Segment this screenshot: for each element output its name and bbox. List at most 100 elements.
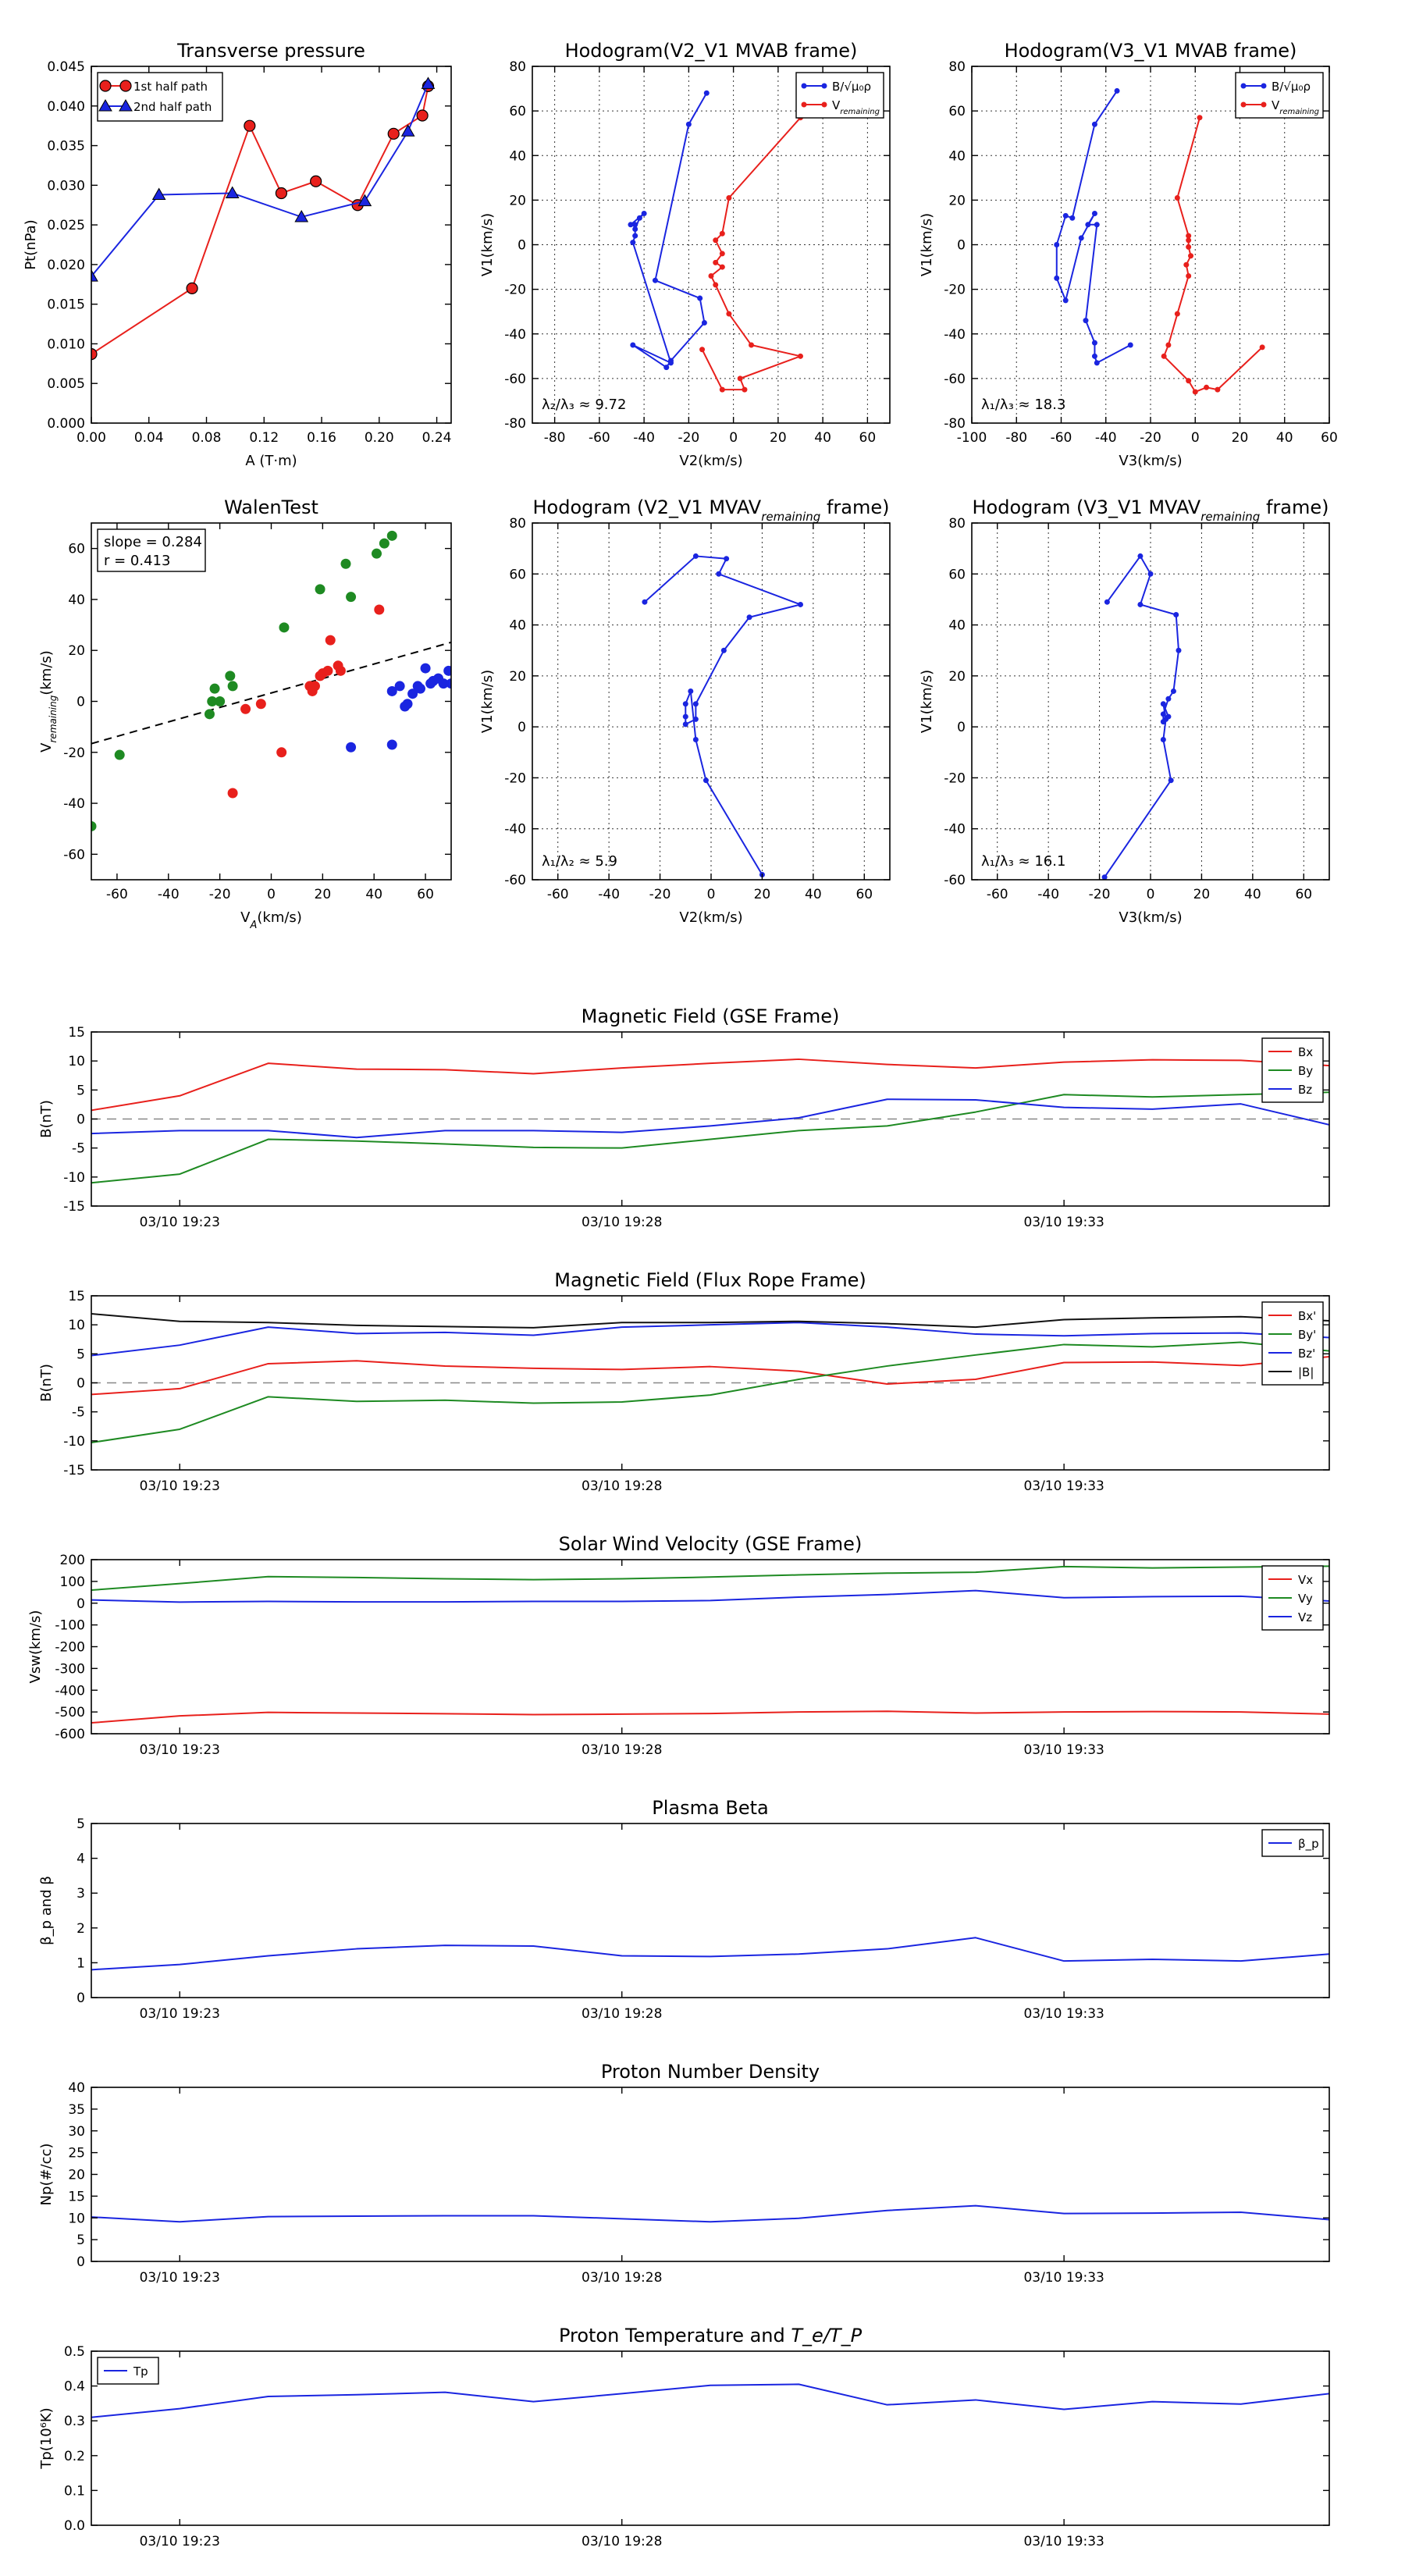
legend-label: β_p <box>1298 1837 1319 1852</box>
x-tick-label: 03/10 19:28 <box>582 2006 662 2022</box>
eigenvalue-ratio-annotation: λ₂/λ₃ ≈ 9.72 <box>542 397 626 413</box>
data-point <box>204 709 215 720</box>
y-tick-label: 40 <box>509 148 526 164</box>
y-tick-label: 0 <box>518 238 526 254</box>
x-tick-label: 03/10 19:23 <box>140 2270 220 2286</box>
data-point <box>1137 601 1144 607</box>
x-tick-label: 0.20 <box>365 430 394 446</box>
y-tick-label: 0 <box>76 1596 85 1612</box>
y-tick-label: 60 <box>948 567 966 582</box>
data-point <box>114 749 125 760</box>
y-tick-label: 30 <box>68 2124 85 2140</box>
x-tick-label: 60 <box>417 887 434 902</box>
x-tick-label: 0.12 <box>249 430 279 446</box>
y-tick-label: -5 <box>72 1141 85 1157</box>
chart-mag_fr: Magnetic Field (Flux Rope Frame) 03/10 19… <box>38 1269 1330 1494</box>
series-line-data <box>1104 555 1179 878</box>
stats-line: slope = 0.284 <box>104 534 202 550</box>
y-tick-label: 0 <box>957 238 966 254</box>
y-tick-label: 0 <box>957 720 966 735</box>
data-point <box>346 742 357 753</box>
x-tick-label: -80 <box>544 430 566 446</box>
legend-label: By <box>1298 1064 1313 1078</box>
x-tick-label: -20 <box>209 887 231 902</box>
y-tick-label: -400 <box>55 1683 85 1699</box>
y-tick-label: 0.015 <box>47 297 85 313</box>
data-point <box>692 701 699 707</box>
data-point <box>1174 311 1180 317</box>
x-tick-label: 40 <box>1244 887 1261 902</box>
data-point <box>652 277 658 283</box>
y-tick-label: -500 <box>55 1705 85 1720</box>
x-tick-label: 60 <box>859 430 877 446</box>
y-tick-label: -60 <box>504 873 526 888</box>
data-point <box>1160 711 1166 717</box>
chart-transverse: Transverse pressure 0.00 0.04 0.08 0.12 0.16 0… <box>23 40 452 469</box>
y-tick-label: 0.040 <box>47 99 85 115</box>
y-tick-label: 0.1 <box>64 2483 85 2499</box>
chart-title: Hodogram(V3_V1 MVAB frame) <box>1005 40 1297 62</box>
y-tick-label: -200 <box>55 1640 85 1656</box>
data-point <box>692 553 699 559</box>
stats-box <box>97 528 206 572</box>
x-tick-label: -40 <box>598 887 620 902</box>
chart-walen: WalenTest -60 -40 -20 0 20 40 60 -60 -40 -20 0 20 40 6… <box>38 496 452 931</box>
axes-frame <box>91 2350 1330 2526</box>
legend: Bx By Bz <box>1261 1037 1324 1103</box>
legend: 1st half path 2nd half path <box>97 72 223 122</box>
y-axis-label: B(nT) <box>38 1364 55 1402</box>
y-tick-label: -15 <box>63 1199 85 1215</box>
data-point <box>697 295 703 301</box>
data-point <box>663 365 670 371</box>
data-point <box>1259 344 1265 350</box>
data-point <box>1091 211 1097 217</box>
chart-title: Solar Wind Velocity (GSE Frame) <box>559 1533 863 1555</box>
x-tick-label: 03/10 19:33 <box>1023 2006 1104 2022</box>
data-point <box>1062 212 1069 219</box>
x-tick-label: -40 <box>1095 430 1117 446</box>
data-point <box>642 599 648 605</box>
legend-marker <box>1240 101 1247 108</box>
data-point <box>394 681 405 692</box>
legend-label: 1st half path <box>133 80 208 94</box>
chart-hodo_v2_mvab: Hodogram(V2_V1 MVAB frame) -80 -60 -40 -20 0 2… <box>479 40 891 469</box>
data-point <box>1083 318 1089 324</box>
y-tick-label: -20 <box>504 283 526 298</box>
eigenvalue-ratio-annotation: λ₁/λ₃ ≈ 18.3 <box>981 397 1065 413</box>
x-tick-label: -40 <box>158 887 180 902</box>
data-point <box>1192 389 1198 395</box>
y-tick-label: 0 <box>518 720 526 735</box>
chart-title: Magnetic Field (GSE Frame) <box>582 1005 840 1027</box>
data-point <box>1094 360 1100 366</box>
x-tick-label: 0 <box>1147 887 1155 902</box>
x-tick-label: 03/10 19:28 <box>582 2270 662 2286</box>
chart-hodo_v3_mvab: Hodogram(V3_V1 MVAB frame)-100 -80 -60 -40-… <box>919 40 1338 469</box>
chart-title: Transverse pressure <box>176 40 365 62</box>
data-point <box>227 681 238 692</box>
data-point <box>720 647 727 653</box>
legend-label: B/√μ₀ρ <box>1272 80 1311 94</box>
data-point <box>387 127 400 140</box>
data-point <box>713 237 719 244</box>
x-axis-label: VA(km/s) <box>240 909 302 931</box>
x-axis-label: A (T·m) <box>245 453 297 469</box>
legend-label: Tp <box>133 2364 148 2379</box>
data-point <box>1176 647 1182 653</box>
y-axis-label: V1(km/s) <box>479 213 496 276</box>
legend-marker <box>1240 83 1247 89</box>
data-point <box>325 635 336 646</box>
y-tick-label: 20 <box>948 669 966 685</box>
data-point <box>1197 115 1203 121</box>
data-point <box>713 282 719 288</box>
y-tick-label: -60 <box>944 873 966 888</box>
plot-area <box>91 1565 1329 1724</box>
data-point <box>227 788 238 799</box>
plot-area <box>91 1058 1329 1184</box>
data-point <box>294 209 309 222</box>
data-point <box>688 688 694 694</box>
data-point <box>1173 612 1179 618</box>
y-axis-label: V1(km/s) <box>479 670 496 733</box>
x-tick-label: -60 <box>106 887 128 902</box>
y-axis-label: V1(km/s) <box>919 213 935 276</box>
